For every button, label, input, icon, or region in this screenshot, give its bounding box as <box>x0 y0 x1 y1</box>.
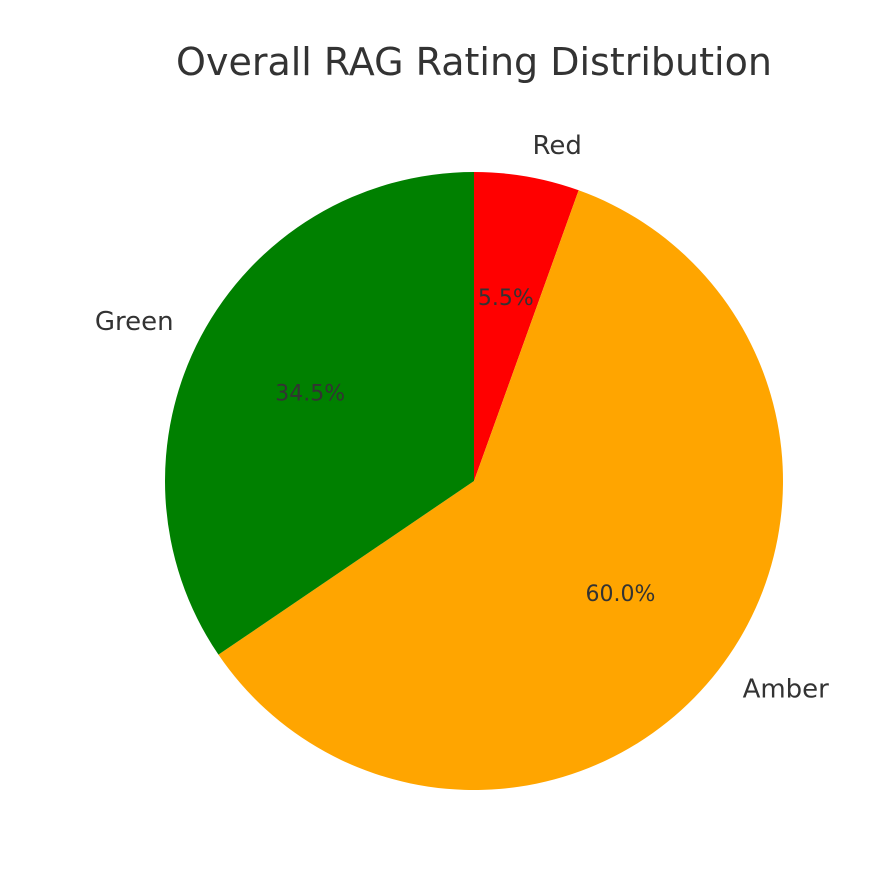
chart-title: Overall RAG Rating Distribution <box>176 40 772 84</box>
pct-label-green: 34.5% <box>275 382 345 407</box>
category-label-red: Red <box>532 131 581 161</box>
pct-label-red: 5.5% <box>478 286 534 311</box>
pct-label-amber: 60.0% <box>586 582 656 607</box>
category-labels: Red Amber Green <box>95 131 829 704</box>
category-label-amber: Amber <box>743 674 830 704</box>
slice-green <box>164 172 475 655</box>
pie-slices <box>164 172 783 790</box>
percentage-labels: 5.5% 60.0% 34.5% <box>275 286 655 607</box>
category-label-green: Green <box>95 307 174 337</box>
slice-amber <box>218 190 783 790</box>
slice-red <box>474 172 579 481</box>
